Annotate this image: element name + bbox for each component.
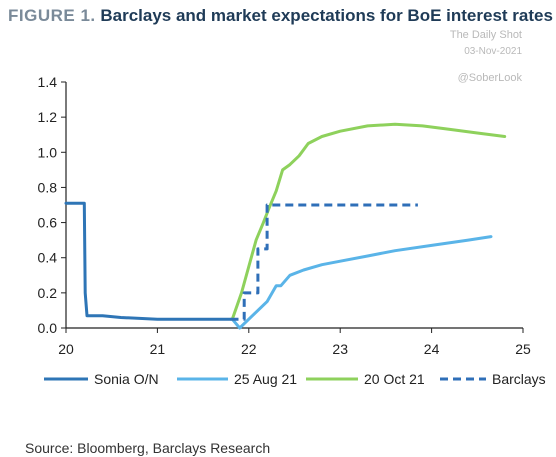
y-tick-label: 1.2	[38, 109, 58, 125]
legend-label: Barclays	[492, 371, 546, 387]
series-line-sonia-o-n	[64, 201, 232, 321]
legend-label: Sonia O/N	[94, 371, 159, 387]
x-tick-label: 21	[150, 341, 166, 357]
y-tick-label: 0.0	[38, 320, 58, 336]
figure-title: FIGURE 1. Barclays and market expectatio…	[8, 6, 553, 26]
y-tick-label: 0.4	[38, 250, 58, 266]
x-tick-label: 22	[241, 341, 257, 357]
y-tick-label: 1.4	[38, 74, 58, 90]
series-line-20-oct-21	[230, 122, 507, 321]
x-tick-label: 25	[515, 341, 531, 357]
series-line-barclays	[230, 203, 418, 321]
x-tick-label: 20	[58, 341, 74, 357]
watermark-date: 03-Nov-2021	[464, 46, 522, 57]
figure-number: FIGURE 1.	[8, 6, 96, 25]
source-note: Source: Bloomberg, Barclays Research	[25, 440, 271, 456]
watermark-handle: @SoberLook	[457, 72, 522, 84]
y-tick-label: 1.0	[38, 144, 58, 160]
legend-label: 20 Oct 21	[364, 371, 425, 387]
series-line-25-aug-21	[230, 235, 493, 330]
x-tick-label: 24	[424, 341, 440, 357]
y-tick-label: 0.2	[38, 285, 58, 301]
y-tick-label: 0.6	[38, 215, 58, 231]
figure-title-text: Barclays and market expectations for BoE…	[100, 6, 553, 25]
watermark-name: The Daily Shot	[449, 29, 522, 41]
y-tick-label: 0.8	[38, 179, 58, 195]
x-tick-label: 23	[332, 341, 348, 357]
legend-label: 25 Aug 21	[234, 371, 297, 387]
